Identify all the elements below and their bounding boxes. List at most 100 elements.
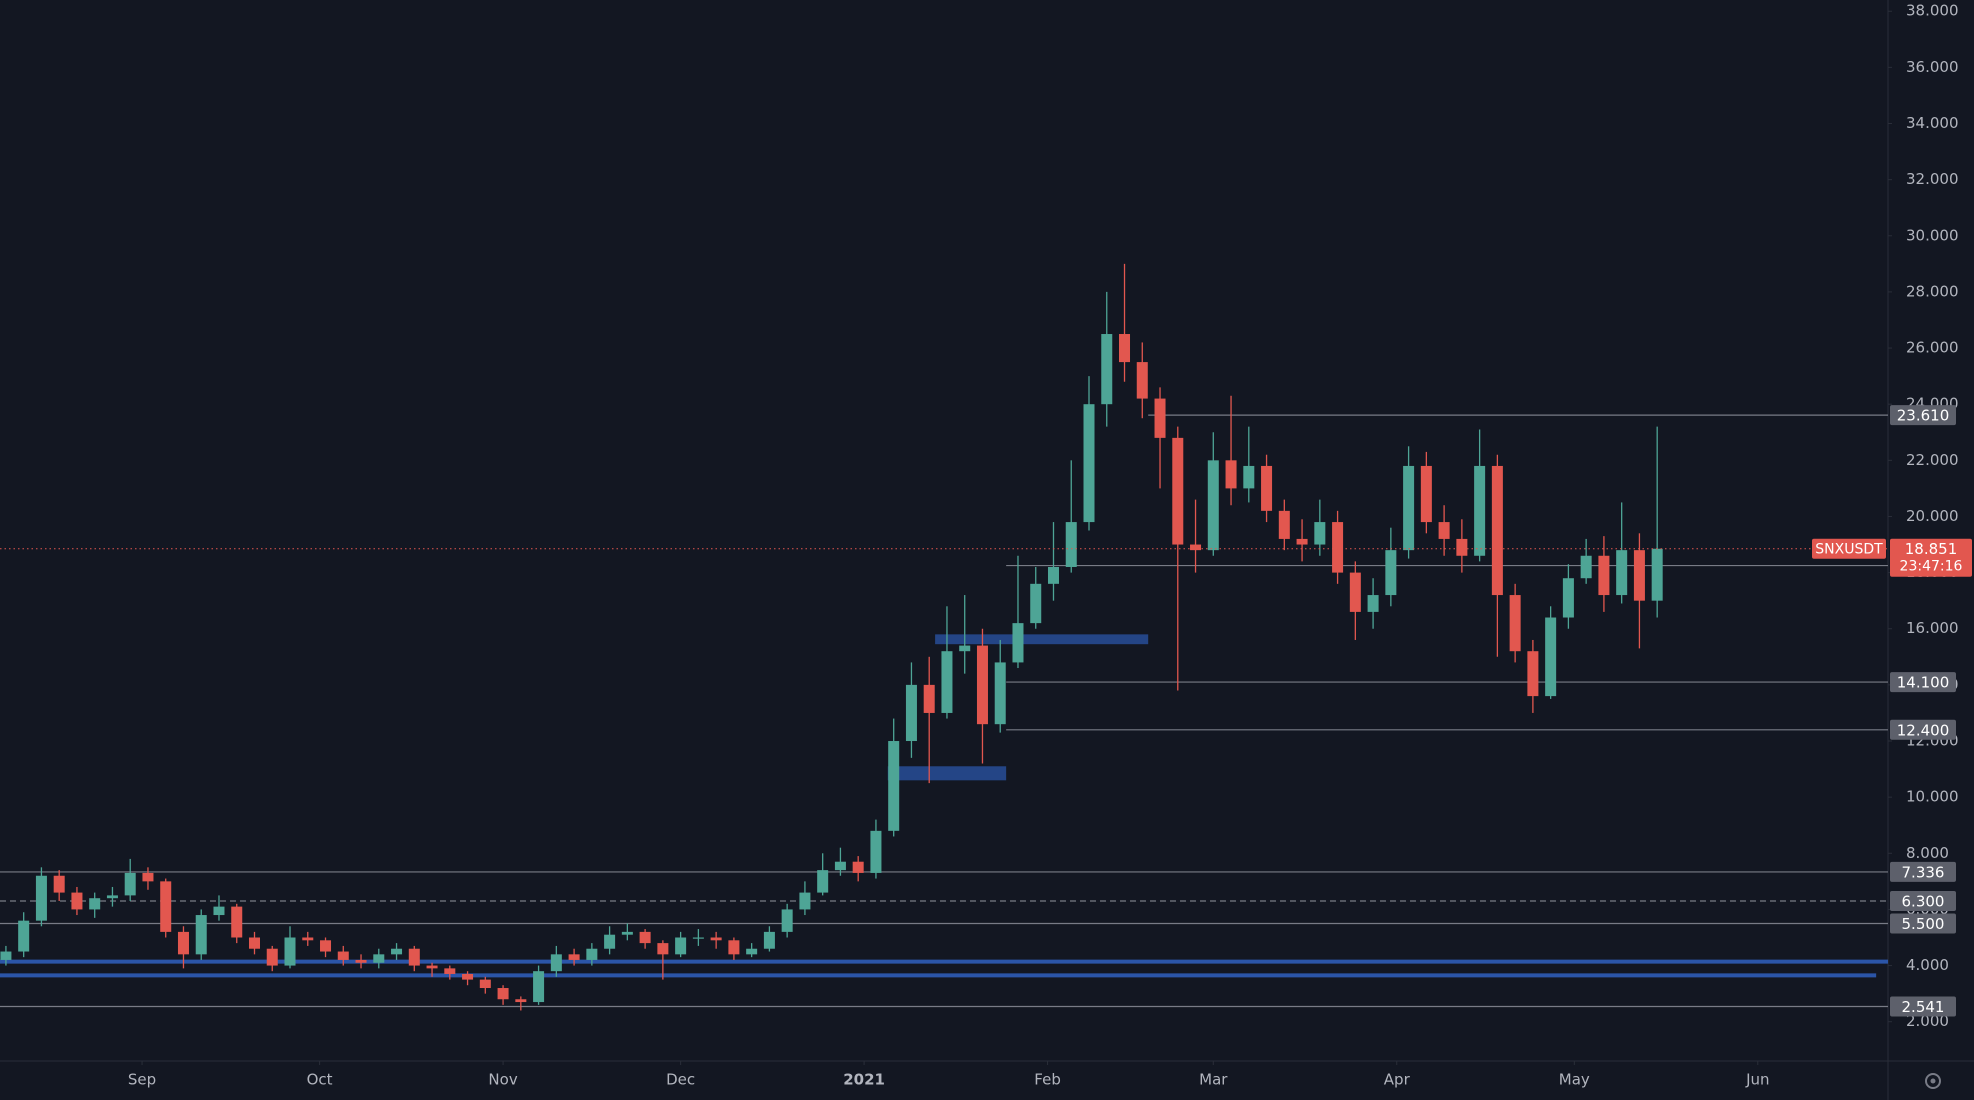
candle-body bbox=[160, 881, 172, 932]
zone bbox=[935, 634, 1149, 645]
candle-body bbox=[941, 651, 953, 713]
candle-body bbox=[852, 861, 864, 873]
candle-body bbox=[1633, 550, 1645, 601]
candle-body bbox=[976, 645, 988, 725]
level-label: 14.100 bbox=[1897, 674, 1950, 692]
x-tick-label: Dec bbox=[666, 1071, 695, 1089]
candle-body bbox=[195, 915, 207, 955]
candle-body bbox=[1403, 465, 1415, 551]
candle-body bbox=[89, 898, 101, 910]
candle-body bbox=[426, 965, 438, 969]
level-label: 23.610 bbox=[1897, 407, 1950, 425]
level-label: 2.541 bbox=[1902, 998, 1945, 1016]
x-tick-label: Mar bbox=[1199, 1071, 1228, 1089]
candle-body bbox=[905, 684, 917, 742]
x-tick-label: Sep bbox=[128, 1071, 156, 1089]
level-label-box bbox=[1890, 719, 1956, 740]
candle-body bbox=[888, 741, 900, 831]
candle-body bbox=[462, 973, 474, 980]
candle-body bbox=[1083, 404, 1095, 523]
settings-icon[interactable] bbox=[1925, 1073, 1941, 1089]
candle-body bbox=[1278, 510, 1290, 539]
candle-body bbox=[1136, 362, 1148, 399]
level-label: 7.336 bbox=[1902, 863, 1945, 881]
candle-body bbox=[177, 931, 189, 955]
candle-body bbox=[533, 971, 545, 1003]
level-label-box bbox=[1890, 405, 1956, 426]
symbol-label: SNXUSDT bbox=[1815, 542, 1883, 558]
x-tick-label: Nov bbox=[488, 1071, 517, 1089]
candle-body bbox=[1012, 623, 1024, 663]
candle-body bbox=[1580, 555, 1592, 579]
level-label: 5.500 bbox=[1902, 915, 1945, 933]
candle-body bbox=[1225, 460, 1237, 489]
y-tick-label: 22.000 bbox=[1906, 451, 1959, 469]
levels bbox=[0, 414, 1888, 1008]
level-label: 6.300 bbox=[1902, 893, 1945, 911]
candle-body bbox=[763, 931, 775, 949]
countdown-label: 23:47:16 bbox=[1900, 559, 1963, 575]
candle-body bbox=[1349, 572, 1361, 612]
x-tick-label: Apr bbox=[1384, 1071, 1411, 1089]
candle-body bbox=[639, 931, 651, 944]
candle-body bbox=[106, 895, 118, 899]
candle-body bbox=[1243, 465, 1255, 489]
y-tick-label: 8.000 bbox=[1906, 844, 1949, 862]
candle-body bbox=[1456, 538, 1468, 556]
x-tick-label: Jun bbox=[1745, 1071, 1769, 1089]
candle-body bbox=[1651, 548, 1663, 601]
level-label-box bbox=[1890, 913, 1956, 934]
candle-body bbox=[692, 937, 704, 939]
candle-body bbox=[71, 892, 83, 910]
candle-body bbox=[923, 684, 935, 713]
candle-body bbox=[799, 892, 811, 910]
level-label-box bbox=[1890, 672, 1956, 693]
candle-body bbox=[1420, 465, 1432, 523]
candle-body bbox=[320, 940, 332, 952]
candle-body bbox=[1101, 334, 1113, 405]
candle-body bbox=[266, 948, 278, 966]
last-price-box bbox=[1890, 538, 1972, 577]
y-tick-label: 34.000 bbox=[1906, 114, 1959, 132]
y-tick-label: 2.000 bbox=[1906, 1012, 1949, 1030]
candle-body bbox=[746, 948, 758, 955]
candle-body bbox=[1616, 550, 1628, 596]
x-tick-label: May bbox=[1559, 1071, 1590, 1089]
candle-body bbox=[550, 954, 562, 972]
candle-body bbox=[355, 959, 367, 963]
last-price-label: 18.851 bbox=[1905, 540, 1958, 558]
candle-body bbox=[515, 999, 527, 1003]
candle-body bbox=[710, 937, 722, 941]
candle-body bbox=[959, 645, 971, 652]
candle-body bbox=[1491, 465, 1503, 596]
y-tick-label: 32.000 bbox=[1906, 170, 1959, 188]
candle-body bbox=[1474, 465, 1486, 556]
candle-body bbox=[1562, 578, 1574, 618]
candle-body bbox=[1207, 460, 1219, 551]
candle-body bbox=[675, 937, 687, 955]
candle-body bbox=[142, 872, 154, 882]
gear-center[interactable] bbox=[1930, 1078, 1936, 1084]
candle-body bbox=[1047, 566, 1059, 584]
zone bbox=[887, 766, 1007, 781]
candle-body bbox=[1385, 550, 1397, 596]
candle-body bbox=[479, 979, 491, 989]
candle-body bbox=[834, 861, 846, 871]
candle-body bbox=[0, 951, 12, 960]
zones bbox=[887, 634, 1149, 781]
candle-body bbox=[1527, 651, 1539, 697]
candle-body bbox=[302, 937, 314, 941]
y-tick-label: 36.000 bbox=[1906, 58, 1959, 76]
level-label: 12.400 bbox=[1897, 721, 1950, 739]
candle-body bbox=[391, 948, 403, 955]
gear[interactable] bbox=[1925, 1073, 1941, 1089]
symbol-label-box bbox=[1812, 538, 1886, 559]
candle-body bbox=[1190, 544, 1202, 551]
candle-body bbox=[1154, 398, 1166, 438]
candle-body bbox=[18, 920, 30, 952]
y-tick-label: 10.000 bbox=[1906, 788, 1959, 806]
candle-body bbox=[373, 954, 385, 963]
candle-body bbox=[213, 906, 225, 916]
candle-body bbox=[231, 906, 243, 938]
candle-body bbox=[337, 951, 349, 960]
